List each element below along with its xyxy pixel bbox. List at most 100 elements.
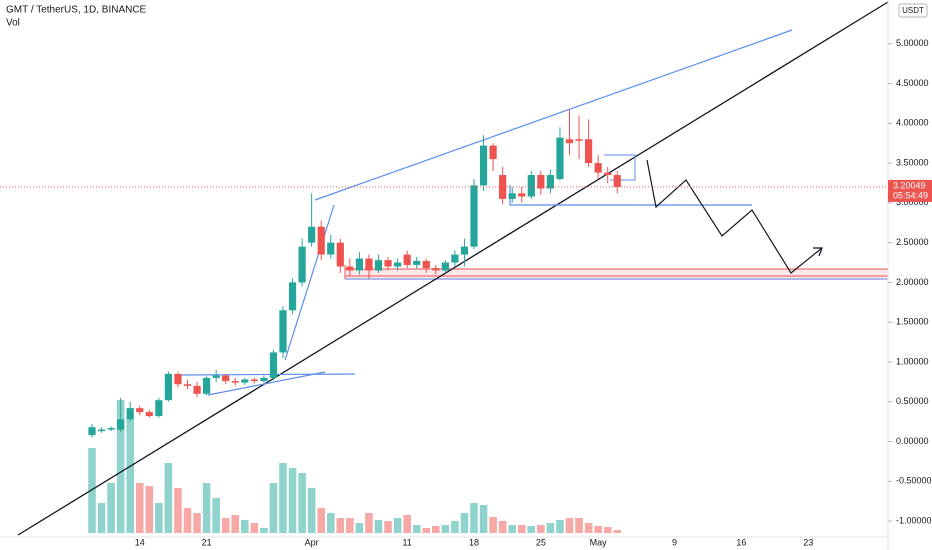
volume-bar xyxy=(603,527,612,533)
candle-body xyxy=(193,385,201,394)
volume-bar xyxy=(202,483,211,533)
volume-bar xyxy=(298,473,306,533)
wedge-line xyxy=(314,29,793,201)
y-tick-label: 3.00000 xyxy=(896,197,929,207)
chart-title: GMT / TetherUS, 1D, BINANCE xyxy=(6,5,147,16)
y-tick-label: 2.50000 xyxy=(896,237,929,247)
candle-body xyxy=(308,226,316,243)
candle-body xyxy=(327,242,335,255)
candle-body xyxy=(155,400,163,417)
candle-body xyxy=(470,185,478,247)
volume-bar xyxy=(422,528,431,533)
candle-layer xyxy=(88,108,621,438)
candle-body xyxy=(174,373,182,385)
trend-line xyxy=(17,1,889,536)
candle-body xyxy=(97,429,106,432)
candle-body xyxy=(203,377,211,394)
currency: USDT xyxy=(902,6,924,15)
y-tick-label: -0.50000 xyxy=(896,476,932,486)
candle-body xyxy=(441,262,449,271)
volume-bar xyxy=(269,483,278,533)
volume-bar xyxy=(145,486,154,533)
zone xyxy=(345,269,888,280)
volume-bar xyxy=(155,503,163,533)
candle-body xyxy=(508,193,516,199)
candle-body xyxy=(499,175,507,199)
y-tick-label: 1.00000 xyxy=(896,356,929,366)
volume-bar xyxy=(393,518,402,533)
candle-body xyxy=(336,242,344,267)
x-tick-label: 25 xyxy=(536,537,546,547)
x-tick-label: Apr xyxy=(305,537,319,547)
candle-body xyxy=(231,381,239,383)
candle-body xyxy=(489,145,497,160)
support-line xyxy=(509,185,752,206)
y-tick-label: -1.00000 xyxy=(896,515,932,525)
volume-bar xyxy=(260,528,268,533)
candle-body xyxy=(107,428,115,430)
volume-bar xyxy=(164,463,173,533)
volume-bar xyxy=(193,513,201,533)
volume-bar xyxy=(489,517,497,533)
volume-bar xyxy=(346,518,354,533)
volume-bar xyxy=(231,515,240,533)
volume-bar xyxy=(307,488,316,533)
volume-bar xyxy=(508,525,516,533)
candle-body xyxy=(317,226,325,255)
volume-bar xyxy=(135,483,144,533)
volume-label: Vol xyxy=(6,18,20,29)
candle-body xyxy=(355,258,363,271)
volume-bar xyxy=(212,498,220,533)
candle-body xyxy=(460,246,469,255)
y-tick-label: 2.00000 xyxy=(896,277,929,287)
volume-layer xyxy=(88,400,622,533)
box-line xyxy=(604,154,636,181)
x-tick-label: 23 xyxy=(803,537,813,547)
candle-body xyxy=(250,379,258,382)
volume-bar xyxy=(365,513,373,533)
volume-bar xyxy=(288,468,297,533)
volume-bar xyxy=(537,525,545,533)
candle-body xyxy=(346,266,354,271)
volume-bar xyxy=(403,515,411,533)
volume-bar xyxy=(241,520,249,533)
candle-body xyxy=(451,254,459,263)
y-tick-label: 5.00000 xyxy=(896,38,929,48)
volume-bar xyxy=(584,523,593,533)
volume-bar xyxy=(441,525,450,533)
candle-body xyxy=(604,172,612,176)
x-tick-label: May xyxy=(590,537,608,547)
volume-bar xyxy=(470,503,478,533)
volume-bar xyxy=(374,520,383,533)
last-price-label: 3.20049 xyxy=(893,180,926,190)
y-tick-label: 4.00000 xyxy=(896,118,929,128)
candle-body xyxy=(613,175,621,187)
candle-body xyxy=(403,254,411,265)
candle-body xyxy=(537,175,545,189)
volume-bar xyxy=(546,523,555,533)
volume-bar xyxy=(183,508,192,533)
projection-arrow xyxy=(813,247,823,257)
candle-body xyxy=(518,193,526,197)
y-tick-label: 3.50000 xyxy=(896,157,929,167)
volume-bar xyxy=(279,463,287,533)
countdown-label: 05:54:49 xyxy=(893,190,928,200)
candle-body xyxy=(298,246,306,283)
volume-bar xyxy=(479,505,488,533)
volume-bar xyxy=(575,518,583,533)
x-tick-label: 11 xyxy=(402,537,411,547)
candle-body xyxy=(260,377,268,382)
candle-body xyxy=(384,260,392,267)
currency-box xyxy=(898,3,928,18)
volume-bar xyxy=(317,508,325,533)
volume-bar xyxy=(556,520,564,533)
projection-path xyxy=(646,159,823,274)
volume-bar xyxy=(527,526,536,533)
volume-bar xyxy=(97,503,106,533)
volume-bar xyxy=(517,525,526,533)
volume-bar xyxy=(221,518,230,533)
volume-bar xyxy=(460,513,469,533)
candle-body xyxy=(585,139,593,164)
x-tick-label: 18 xyxy=(469,537,479,547)
